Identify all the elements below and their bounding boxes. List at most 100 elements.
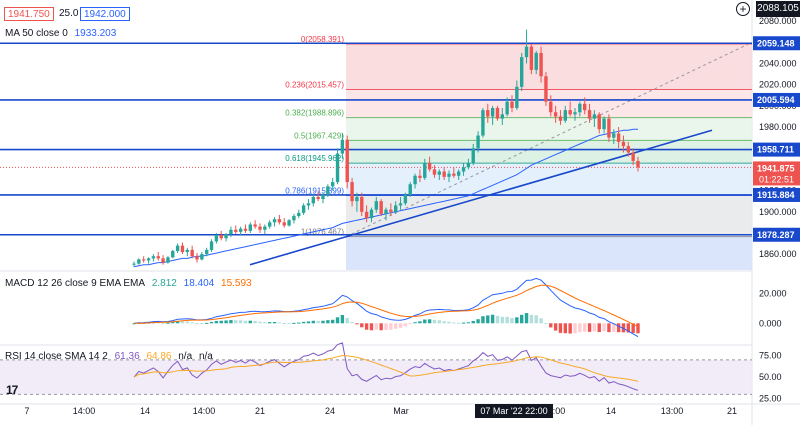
candle <box>287 219 291 227</box>
macd-histogram-bar <box>350 321 354 324</box>
macd-histogram-bar <box>243 320 248 324</box>
candle-body <box>200 254 204 260</box>
macd-histogram-bar <box>510 317 514 324</box>
candle-body <box>175 245 180 251</box>
crosshair-time-tag <box>475 404 553 418</box>
candle-body <box>345 139 349 183</box>
candle-body <box>549 101 553 113</box>
macd-histogram-bar <box>287 323 291 325</box>
candle <box>495 105 500 121</box>
candle <box>558 110 563 125</box>
candle <box>166 256 170 264</box>
candle <box>423 158 427 180</box>
candle-body <box>340 139 345 154</box>
candle-body <box>408 184 412 195</box>
candle <box>379 199 383 216</box>
macd-signal-line <box>133 284 639 328</box>
macd-histogram-bar <box>330 319 335 324</box>
candle <box>229 226 233 238</box>
macd-histogram-bar <box>534 315 538 324</box>
candle <box>524 29 529 64</box>
rsi-band <box>0 359 752 395</box>
macd-histogram-bar <box>432 319 437 324</box>
candle-body <box>587 110 592 119</box>
ask-price[interactable]: 1942.000 <box>80 7 130 21</box>
macd-histogram-bar <box>578 323 582 333</box>
macd-histogram-bar <box>490 314 495 324</box>
macd-legend[interactable]: MACD 12 26 close 9 EMA EMA 2.812 18.404 … <box>5 278 256 289</box>
macd-histogram-bar <box>267 322 272 324</box>
candle <box>161 255 165 265</box>
fib-zone-0.382 <box>346 117 752 141</box>
macd-histogram-bar <box>384 323 388 330</box>
macd-histogram-bar <box>544 323 548 325</box>
level-price-label: 1915.884 <box>757 190 795 200</box>
candles <box>132 29 640 267</box>
candle-body <box>355 196 359 202</box>
macd-histogram-bar <box>456 322 461 324</box>
candle-body <box>374 201 379 210</box>
candle-body <box>277 219 282 223</box>
candle-body <box>631 152 635 161</box>
tradingview-logo[interactable]: 17 <box>6 383 18 397</box>
macd-histogram-bar <box>636 323 640 334</box>
candle <box>238 226 243 236</box>
macd-histogram-bar <box>447 321 451 324</box>
macd-histogram-bar <box>626 323 631 333</box>
candle-body <box>263 226 267 230</box>
macd-histogram-bar <box>253 321 257 324</box>
candle <box>345 135 349 189</box>
macd-histogram-bar <box>161 322 165 324</box>
ma-legend[interactable]: MA 50 close 0 1933.203 <box>5 28 120 39</box>
macd-histogram-bar <box>219 320 223 324</box>
candle-body <box>282 222 286 226</box>
macd-histogram-bar <box>277 322 282 324</box>
candle-body <box>626 146 631 153</box>
candle-body <box>616 133 621 142</box>
candle <box>151 254 156 262</box>
candle <box>568 101 572 117</box>
fib-label-0.786: 0.786(1915.399) <box>285 186 344 195</box>
add-icon[interactable]: + <box>736 2 750 16</box>
macd-histogram-bar <box>369 323 374 331</box>
candle-body <box>452 173 456 176</box>
time-tick: 7 <box>24 406 29 416</box>
rsi-legend[interactable]: RSI 14 close SMA 14 2 61.36 64.86 n/a n/… <box>5 351 217 362</box>
candle-body <box>146 258 151 261</box>
price-tick: 2080.000 <box>759 16 797 26</box>
macd-histogram-bar <box>573 323 577 334</box>
candle <box>272 217 277 227</box>
candle-body <box>558 116 563 121</box>
candle-body <box>592 114 597 119</box>
candle-body <box>166 257 170 263</box>
macd-histogram-bar <box>175 321 180 324</box>
candle <box>413 173 417 189</box>
macd-histogram-bar <box>553 323 558 331</box>
macd-histogram-bar <box>423 319 427 324</box>
candle <box>311 194 316 207</box>
candle-body <box>292 216 296 221</box>
macd-histogram-bar <box>505 316 509 324</box>
macd-histogram-bar <box>481 316 485 324</box>
macd-histogram-bar <box>495 315 500 324</box>
candle <box>137 258 141 265</box>
candle <box>466 158 471 170</box>
macd-histogram-bar <box>413 322 417 324</box>
candle-body <box>524 46 529 58</box>
ma-legend-value: 1933.203 <box>74 28 117 39</box>
candle-body <box>403 194 408 204</box>
fib-label-1: 1(1876.467) <box>301 228 344 237</box>
candle <box>529 44 534 75</box>
candle-body <box>306 203 311 206</box>
candle <box>486 103 490 123</box>
macd-histogram-bar <box>587 323 592 332</box>
candle-body <box>272 219 277 223</box>
bid-price[interactable]: 1941.750 <box>4 7 54 21</box>
candle <box>209 239 214 252</box>
candle-body <box>442 171 446 177</box>
candle-body <box>330 182 335 187</box>
macd-histogram-bar <box>185 321 190 324</box>
price-tick: 1900.000 <box>759 207 797 217</box>
